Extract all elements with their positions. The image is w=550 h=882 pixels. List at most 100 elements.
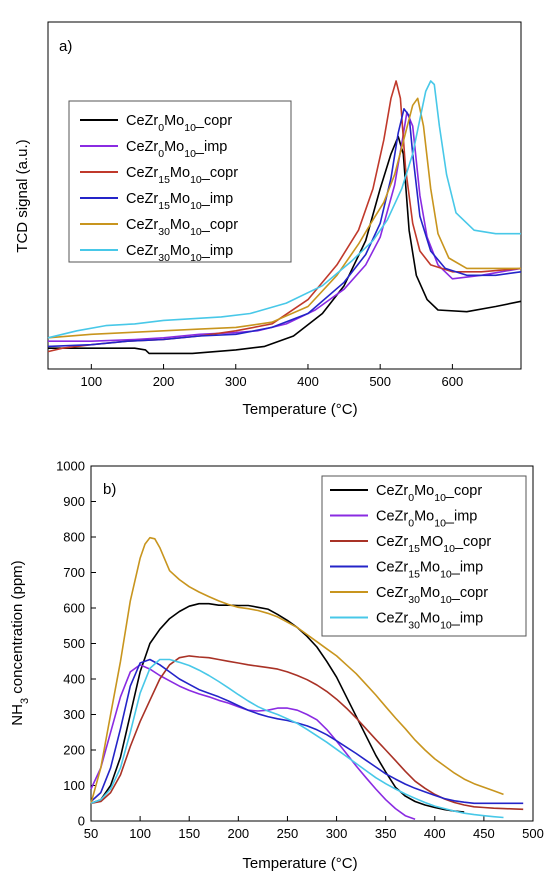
panel-a-legend-label-part: 10 [190, 252, 202, 264]
panel-b-legend-label-part: 15 [408, 543, 420, 555]
panel-b-legend-label-part: 0 [408, 492, 414, 504]
panel-b-x-ticks: 50 100 150 200 250 300 350 400 450 500 [84, 816, 544, 841]
panel-a-legend-label-part: 10 [190, 174, 202, 186]
panel-b-y-tick-label: 0 [78, 814, 85, 829]
panel-a-legend-label-part: Mo [170, 191, 190, 207]
panel-a-legend-label-part: 10 [190, 226, 202, 238]
panel-a-legend-label-part: CeZr [126, 243, 158, 259]
panel-b-legend-label-part: 10 [440, 569, 452, 581]
panel-b-legend-label-part: Mo [420, 560, 440, 576]
panel-a-x-tick-label: 100 [80, 374, 102, 389]
panel-a-legend-label-part: _copr [201, 217, 238, 233]
panel-a-legend-label-part: _copr [201, 165, 238, 181]
panel-b-legend-label-part: _imp [445, 509, 477, 525]
panel-b-legend-label-part: 10 [440, 620, 452, 632]
panel-b-legend-label-part: 10 [440, 594, 452, 606]
panel-a-legend-label-part: CeZr [126, 139, 158, 155]
panel-b-x-tick-label: 50 [84, 826, 98, 841]
panel-b-y-tick-label: 800 [63, 530, 85, 545]
panel-a-legend-label-part: 0 [158, 148, 164, 160]
panel-b-y-tick-label: 300 [63, 707, 85, 722]
panel-b-y-axis-label-sub: 3 [19, 698, 31, 704]
panel-a-legend-label-part: 15 [158, 174, 170, 186]
panel-a-legend-label-part: 10 [184, 122, 196, 134]
panel-a-series-line-1 [48, 111, 522, 342]
panel-b-y-tick-label: 900 [63, 494, 85, 509]
panel-a-legend-label-part: _imp [195, 139, 227, 155]
panel-b-legend-label-part: 0 [408, 518, 414, 530]
panel-b-series-line-2 [90, 655, 524, 811]
panel-a-legend-label-part: 0 [158, 122, 164, 134]
panel-a-y-axis-label: TCD signal (a.u.) [14, 139, 31, 252]
panel-b-y-ticks: 0 100 200 300 400 500 600 700 800 900 1000 [56, 459, 96, 829]
panel-b-legend-label-part: 15 [408, 569, 420, 581]
panel-a-legend-label: CeZr0Mo10_copr [126, 113, 232, 134]
panel-a-legend-label-part: 10 [184, 148, 196, 160]
panel-b-legend-label-part: 30 [408, 594, 420, 606]
panel-b-legend-label-part: 10 [434, 492, 446, 504]
panel-b-legend-label-part: CeZr [376, 509, 408, 525]
panel-a-legend-label: CeZr0Mo10_imp [126, 139, 227, 160]
panel-a-chart: a) 100 200 300 400 500 600 Temperature (°C) T… [14, 21, 522, 418]
panel-a-legend-label-part: Mo [170, 217, 190, 233]
panel-a-legend-box [68, 100, 292, 263]
panel-b-x-tick-label: 400 [424, 826, 446, 841]
panel-b-series-line-5 [90, 658, 504, 819]
panel-b-legend-label-part: Mo [420, 585, 440, 601]
panel-a-legend-label-part: _imp [201, 243, 233, 259]
panel-b-y-tick-label: 200 [63, 743, 85, 758]
panel-b-x-tick-label: 150 [178, 826, 200, 841]
panel-b-legend-label-part: Mo [420, 611, 440, 627]
panel-b-legend-label-part: _copr [445, 483, 482, 499]
panel-b-legend-box [321, 475, 527, 637]
panel-a-legend-label-part: Mo [164, 113, 184, 129]
panel-b-legend-label-part: CeZr [376, 534, 408, 550]
panel-b-x-tick-label: 450 [473, 826, 495, 841]
panel-a-label: a) [59, 38, 72, 55]
panel-a-legend-label-part: 30 [158, 252, 170, 264]
panel-b-legend-label-part: _copr [454, 534, 491, 550]
panel-b-legend-label-part: CeZr [376, 611, 408, 627]
panel-b-legend-label-part: 30 [408, 620, 420, 632]
panel-b-series-line-1 [90, 664, 416, 820]
panel-b-x-tick-label: 500 [522, 826, 544, 841]
panel-b-legend-label-part: _imp [451, 560, 483, 576]
panel-b-x-tick-label: 300 [326, 826, 348, 841]
panel-a-legend-label-part: _copr [195, 113, 232, 129]
panel-a-legend-label-part: Mo [164, 139, 184, 155]
panel-b-legend-label-part: 10 [434, 518, 446, 530]
panel-a-plot-frame [47, 21, 522, 370]
panel-a-x-ticks: 100 200 300 400 500 600 [80, 364, 463, 389]
panel-a-legend-label-part: CeZr [126, 113, 158, 129]
panel-b-legend-label-part: CeZr [376, 585, 408, 601]
panel-a-legend-label-part: Mo [170, 243, 190, 259]
panel-b-y-tick-label: 700 [63, 565, 85, 580]
panel-a-legend-label: CeZr30Mo10_imp [126, 243, 233, 264]
panel-b-y-tick-label: 100 [63, 778, 85, 793]
panel-a-legend-label: CeZr30Mo10_copr [126, 217, 238, 238]
panel-a-x-tick-label: 300 [225, 374, 247, 389]
panel-b-y-tick-label: 600 [63, 601, 85, 616]
panel-b-y-axis-label: NH3 concentration (ppm) [9, 560, 31, 725]
panel-a-legend-label-part: CeZr [126, 165, 158, 181]
panel-b-legend-label: CeZr0Mo10_imp [376, 509, 477, 530]
panel-b-legend-label: CeZr15MO10_copr [376, 534, 491, 555]
panel-b-y-tick-label: 1000 [56, 459, 85, 474]
panel-a-series-line-0 [48, 135, 522, 355]
panel-a-x-tick-label: 400 [297, 374, 319, 389]
panel-b-legend-label-part: Mo [414, 483, 434, 499]
panel-a-legend-label: CeZr15Mo10_copr [126, 165, 238, 186]
panel-a-legend-label-part: CeZr [126, 217, 158, 233]
panel-b-legend: CeZr0Mo10_coprCeZr0Mo10_impCeZr15MO10_co… [321, 475, 527, 637]
panel-b-legend-label: CeZr15Mo10_imp [376, 560, 483, 581]
panel-b-legend-label-part: _imp [451, 611, 483, 627]
panel-b-x-tick-label: 250 [277, 826, 299, 841]
panel-b-y-axis-label-base: NH [9, 704, 26, 726]
panel-a-legend-label-part: Mo [170, 165, 190, 181]
panel-a-legend-label-part: CeZr [126, 191, 158, 207]
panel-b-legend-label-part: MO [420, 534, 443, 550]
panel-a-series-line-5 [47, 80, 521, 339]
panel-b-legend-label: CeZr30Mo10_imp [376, 611, 483, 632]
